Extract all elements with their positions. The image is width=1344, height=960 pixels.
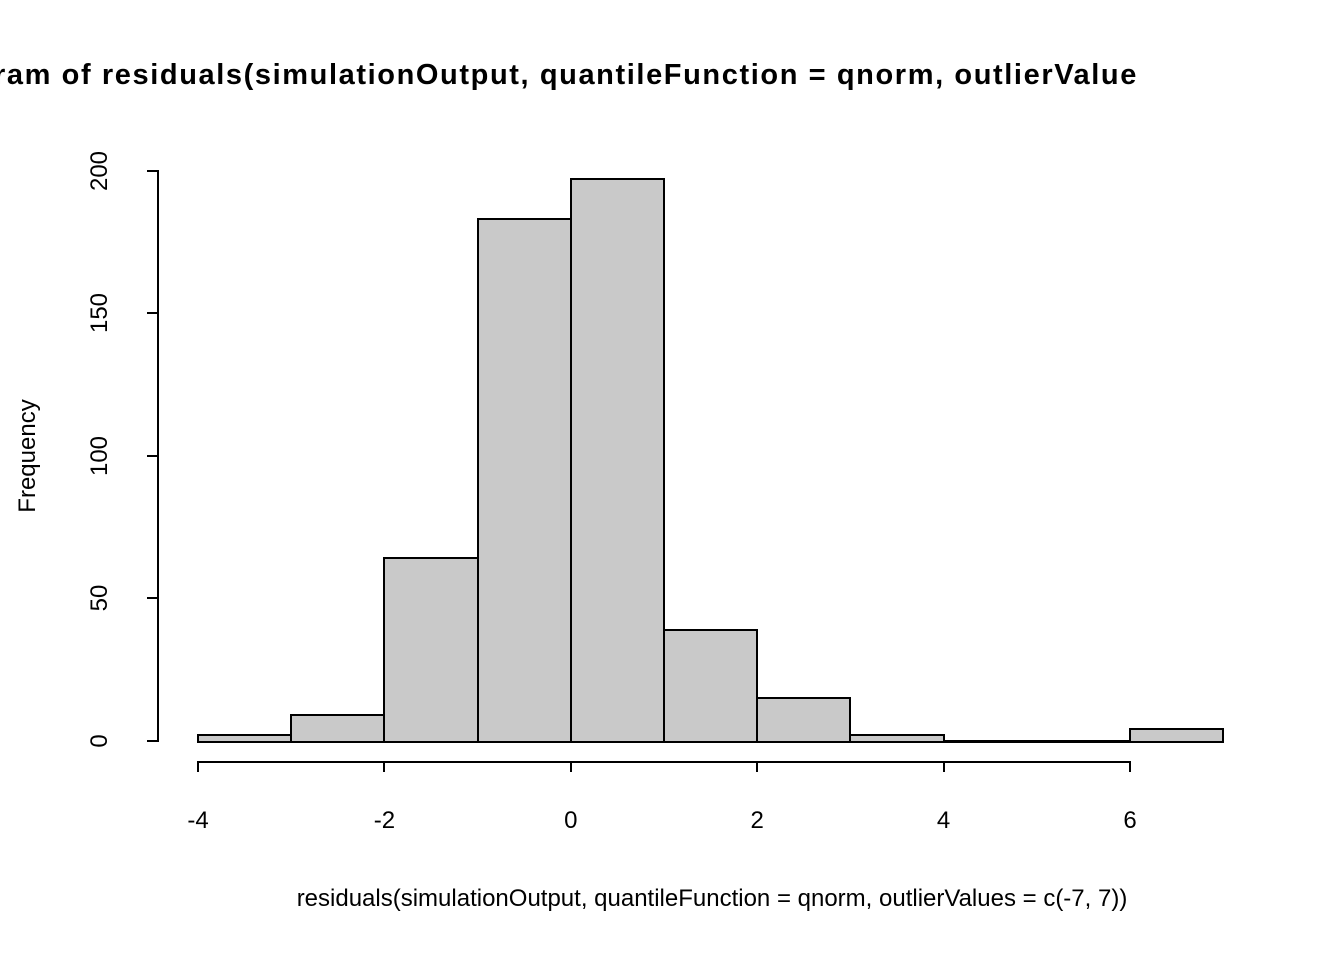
y-tick xyxy=(147,739,157,742)
histogram-bar xyxy=(1129,728,1225,743)
x-axis-title: residuals(simulationOutput, quantileFunc… xyxy=(296,885,1128,912)
histogram-bar xyxy=(197,734,293,743)
y-tick-label: 200 xyxy=(86,150,113,191)
y-axis-line xyxy=(157,169,159,742)
y-tick-label: 0 xyxy=(86,734,113,748)
y-tick xyxy=(147,312,157,315)
y-tick-label: 100 xyxy=(86,435,113,476)
y-tick-label: 150 xyxy=(86,293,113,334)
y-tick-label: 50 xyxy=(86,584,113,612)
y-axis-title: Frequency xyxy=(14,399,41,513)
y-tick xyxy=(147,454,157,457)
x-tick xyxy=(942,761,945,772)
histogram-bar xyxy=(476,218,572,743)
x-tick xyxy=(756,761,759,772)
x-tick-label: 4 xyxy=(936,807,951,834)
histogram-bar xyxy=(383,557,479,743)
x-tick-label: 6 xyxy=(1123,807,1137,834)
x-tick-label: -2 xyxy=(373,807,396,834)
histogram-bar xyxy=(849,734,945,743)
x-tick xyxy=(197,761,199,772)
y-tick xyxy=(147,169,157,172)
histogram-bar xyxy=(290,714,386,743)
histogram-bar xyxy=(569,178,665,743)
histogram-bar-zero xyxy=(1035,739,1131,743)
histogram-bar xyxy=(663,628,759,743)
x-axis-line xyxy=(197,761,1131,763)
x-tick xyxy=(569,761,572,772)
x-tick xyxy=(1129,761,1131,772)
histogram-bar-zero xyxy=(942,739,1038,743)
x-tick xyxy=(383,761,386,772)
chart-title: ram of residuals(simulationOutput, quant… xyxy=(0,59,1138,91)
histogram-bar xyxy=(756,696,852,743)
x-tick-label: 0 xyxy=(564,807,578,834)
x-tick-label: -4 xyxy=(187,807,209,834)
y-tick xyxy=(147,597,157,600)
x-tick-label: 2 xyxy=(750,807,764,834)
